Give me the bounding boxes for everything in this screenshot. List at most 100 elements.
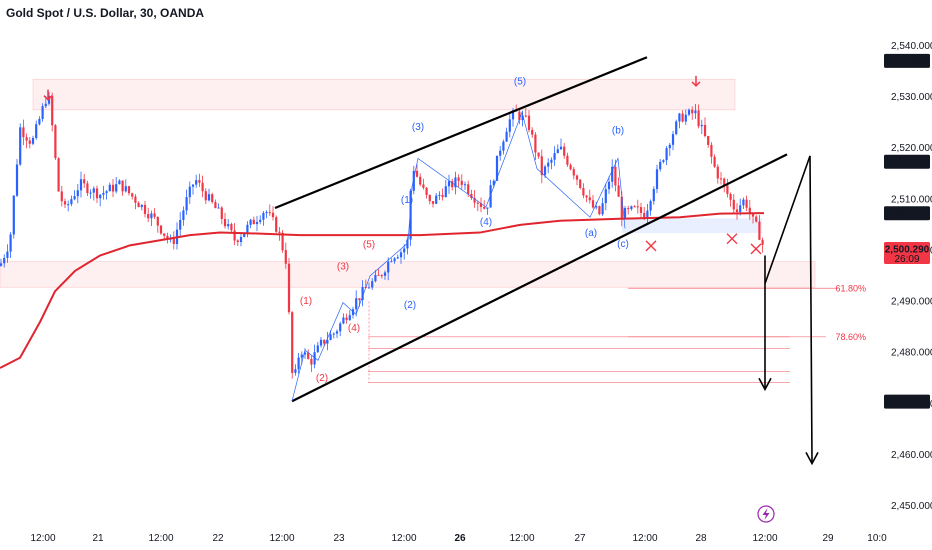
candle-body bbox=[3, 257, 6, 264]
candle-body bbox=[214, 202, 217, 209]
candle-body bbox=[665, 148, 668, 161]
price-badge bbox=[884, 241, 930, 264]
candle-body bbox=[684, 114, 687, 122]
candle-body bbox=[451, 181, 454, 188]
demand-zone bbox=[0, 261, 816, 288]
price-badge bbox=[884, 154, 930, 169]
x-marker bbox=[645, 240, 657, 252]
candle-body bbox=[614, 166, 617, 186]
candle-body bbox=[25, 137, 28, 141]
candle-body bbox=[390, 261, 393, 263]
candle-body bbox=[131, 193, 134, 197]
candle-body bbox=[524, 115, 527, 117]
candle-body bbox=[486, 207, 489, 209]
candle-body bbox=[748, 207, 751, 214]
candle-body bbox=[355, 298, 358, 310]
wave-label: (3) bbox=[412, 122, 424, 133]
candle-body bbox=[291, 312, 294, 373]
candle-body bbox=[457, 177, 460, 181]
candle-body bbox=[643, 212, 646, 219]
candle-body bbox=[755, 216, 758, 222]
wave-label: (4) bbox=[348, 323, 360, 334]
candle-body bbox=[172, 238, 175, 244]
candle-body bbox=[611, 166, 614, 182]
candle-body bbox=[499, 150, 502, 156]
candle-body bbox=[675, 121, 678, 135]
candle-body bbox=[339, 323, 342, 332]
support-zone bbox=[622, 218, 762, 234]
candle-body bbox=[387, 261, 390, 273]
candles bbox=[0, 92, 764, 379]
candle-body bbox=[287, 263, 291, 313]
candle-body bbox=[438, 194, 441, 196]
x-axis-tick-label: 23 bbox=[333, 533, 345, 544]
candle-body bbox=[483, 207, 486, 209]
candle-body bbox=[147, 213, 150, 219]
candle-body bbox=[15, 164, 19, 196]
x-axis-tick-label: 12:00 bbox=[509, 533, 534, 544]
candle-body bbox=[284, 250, 287, 264]
candle-body bbox=[35, 124, 38, 138]
candle-body bbox=[303, 352, 307, 355]
candle-body bbox=[134, 196, 137, 203]
y-axis-tick-label: 2,530.000 bbox=[891, 92, 932, 103]
candle-body bbox=[281, 232, 284, 251]
price-badge-label: 2,500.290 bbox=[885, 244, 930, 255]
candle-body bbox=[655, 169, 659, 189]
candle-body bbox=[460, 180, 463, 185]
candle-body bbox=[393, 258, 396, 262]
wave-count-path bbox=[291, 111, 626, 402]
candle-body bbox=[591, 200, 595, 208]
candle-body bbox=[153, 213, 156, 217]
y-axis-tick-label: 2,520.000 bbox=[891, 143, 932, 154]
candle-body bbox=[345, 317, 348, 321]
wave-label: (b) bbox=[612, 125, 624, 136]
candle-body bbox=[617, 185, 620, 197]
candle-body bbox=[76, 190, 79, 197]
candle-body bbox=[579, 179, 582, 189]
candle-body bbox=[377, 274, 380, 276]
candle-body bbox=[563, 146, 566, 156]
candle-body bbox=[627, 208, 630, 210]
candle-body bbox=[678, 113, 681, 122]
candle-body bbox=[415, 170, 419, 177]
candle-body bbox=[268, 212, 271, 214]
x-axis-tick-label: 12:00 bbox=[30, 533, 55, 544]
wave-label: (3) bbox=[337, 261, 349, 272]
candle-body bbox=[633, 206, 636, 208]
candle-body bbox=[265, 212, 268, 214]
candle-body bbox=[124, 186, 127, 192]
candle-body bbox=[659, 161, 662, 170]
candle-body bbox=[182, 210, 185, 221]
down-arrow-marker bbox=[691, 75, 701, 87]
candle-body bbox=[681, 113, 684, 122]
down-arrow-marker bbox=[43, 89, 53, 101]
wave-label: (1) bbox=[401, 195, 413, 206]
y-axis-tick-label: 2,480.000 bbox=[891, 348, 932, 359]
candle-body bbox=[425, 187, 428, 195]
candle-body bbox=[28, 140, 31, 144]
price-badge-label: 2,507.277 bbox=[885, 209, 930, 220]
candle-body bbox=[732, 199, 735, 210]
x-axis-tick-label: 26 bbox=[454, 533, 466, 544]
candle-body bbox=[54, 125, 57, 159]
y-axis-tick-label: 2,490.000 bbox=[891, 297, 932, 308]
price-badge bbox=[884, 53, 930, 68]
candle-body bbox=[252, 219, 255, 225]
fib-level-label: 78.60% bbox=[835, 332, 866, 342]
candle-body bbox=[403, 248, 406, 253]
candle-body bbox=[751, 213, 755, 217]
candle-body bbox=[118, 180, 121, 185]
candle-body bbox=[63, 201, 67, 205]
candle-body bbox=[607, 181, 611, 190]
candle-body bbox=[537, 152, 540, 157]
candle-body bbox=[188, 186, 191, 198]
candle-body bbox=[227, 224, 230, 227]
candle-body bbox=[6, 251, 9, 258]
fib-level-label: 61.80% bbox=[835, 283, 866, 293]
candle-body bbox=[380, 275, 383, 277]
candle-body bbox=[367, 287, 371, 289]
candle-body bbox=[502, 141, 505, 151]
